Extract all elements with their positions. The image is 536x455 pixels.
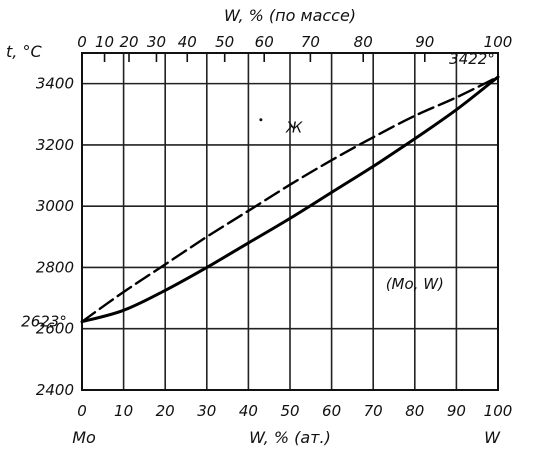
top-tick-label: 60 — [255, 33, 274, 51]
top-axis-ticks: 0 10 20 30 40 50 60 70 80 90 100 — [77, 33, 512, 62]
y-tick-label: 2400 — [36, 381, 74, 399]
x-tick-label: 70 — [364, 402, 383, 420]
y-tick-label: 2800 — [36, 258, 74, 276]
x-tick-label: 90 — [447, 402, 466, 420]
x-axis-label: W, % (ат.) — [249, 428, 331, 447]
liquidus-curve — [80, 75, 500, 323]
top-tick-label: 30 — [147, 33, 166, 51]
top-tick-label: 50 — [215, 33, 234, 51]
top-axis-label: W, % (по массе) — [224, 6, 356, 25]
grid — [82, 53, 498, 391]
top-tick-label: 100 — [484, 33, 513, 51]
x-tick-label: 60 — [322, 402, 341, 420]
x-axis-ticks: 0 10 20 30 40 50 60 70 80 90 100 — [77, 402, 512, 420]
series-group — [80, 75, 500, 324]
plot-frame — [81, 52, 499, 391]
liquid-region-label: Ж — [285, 119, 303, 137]
solidus-curve — [80, 75, 500, 324]
top-tick-label: 80 — [354, 33, 373, 51]
solid-solution-region-label: (Mo, W) — [386, 275, 444, 293]
annotations: 2623° 3422° Ж (Mo, W) — [21, 50, 495, 331]
x-tick-label: 100 — [484, 402, 513, 420]
x-tick-label: 40 — [239, 402, 258, 420]
top-tick-label: 20 — [119, 33, 138, 51]
w-element-label: W — [484, 428, 501, 447]
x-tick-label: 0 — [77, 402, 87, 420]
top-tick-label: 10 — [95, 33, 114, 51]
mo-melting-point-label: 2623° — [21, 313, 67, 331]
top-tick-label: 0 — [77, 33, 87, 51]
w-melting-point-label: 3422° — [449, 50, 495, 68]
stray-dot — [259, 118, 263, 122]
y-axis-label: t, °C — [6, 42, 42, 61]
top-tick-label: 40 — [178, 33, 197, 51]
x-tick-label: 30 — [197, 402, 216, 420]
x-tick-label: 50 — [280, 402, 299, 420]
y-tick-label: 3000 — [36, 197, 74, 215]
y-tick-label: 2600 — [36, 320, 74, 338]
x-tick-label: 80 — [405, 402, 424, 420]
y-axis-ticks: 2400 2600 2800 3000 3200 3400 — [36, 75, 74, 399]
top-tick-label: 70 — [301, 33, 320, 51]
y-tick-label: 3400 — [36, 75, 74, 93]
y-tick-label: 3200 — [36, 136, 74, 154]
top-tick-label: 90 — [415, 33, 434, 51]
x-tick-label: 20 — [156, 402, 175, 420]
mo-element-label: Mo — [72, 428, 96, 447]
x-tick-label: 10 — [114, 402, 133, 420]
